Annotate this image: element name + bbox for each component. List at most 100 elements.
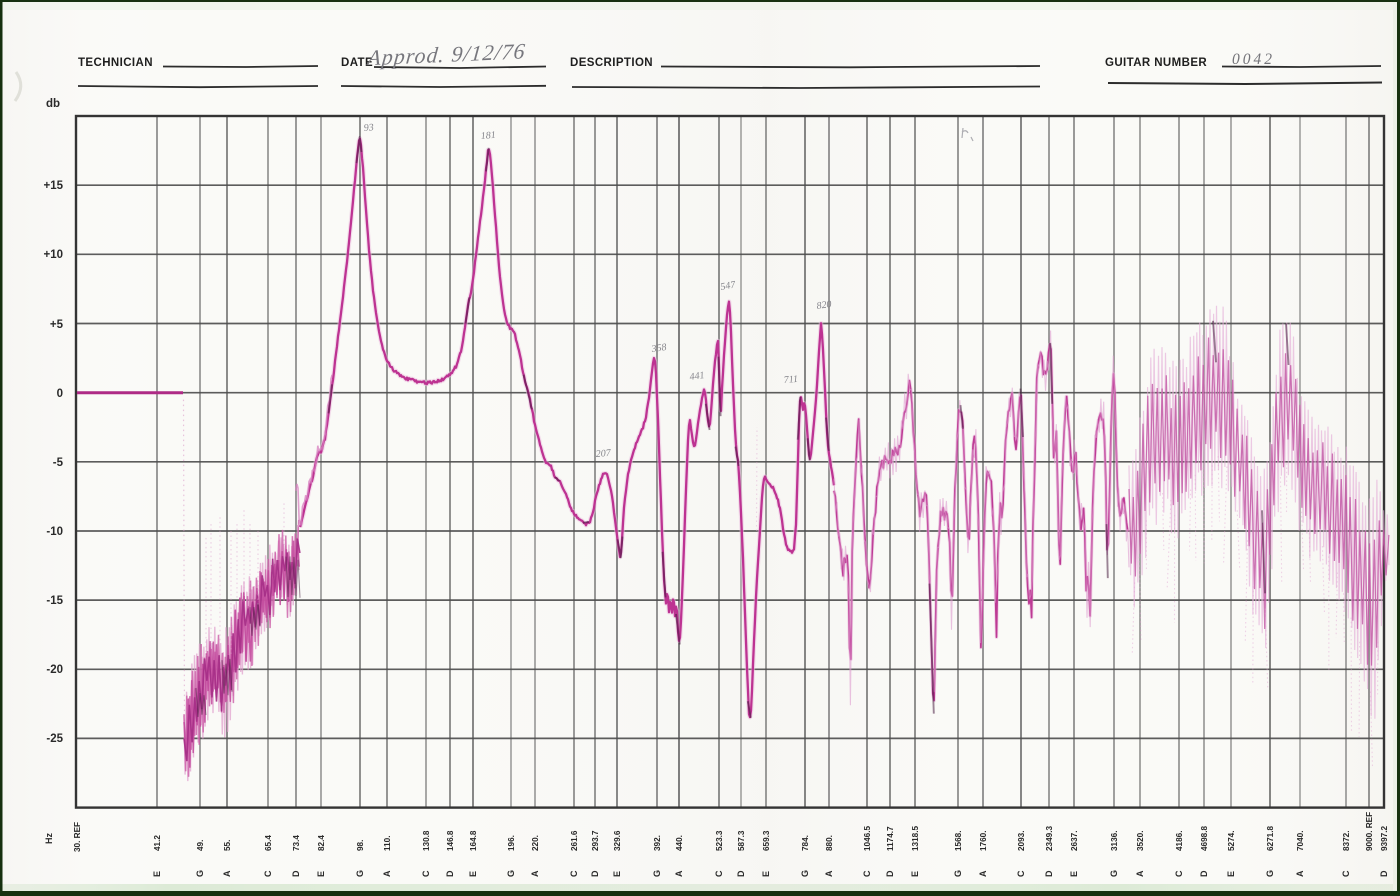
- svg-text:G: G: [355, 870, 365, 877]
- svg-text:G: G: [506, 870, 516, 877]
- svg-text:3136.: 3136.: [1110, 831, 1119, 852]
- svg-text:C: C: [263, 870, 273, 877]
- svg-text:C: C: [1341, 870, 1351, 877]
- svg-text:+15: +15: [43, 180, 63, 192]
- svg-text:D: D: [1199, 870, 1209, 877]
- svg-text:GUITAR NUMBER: GUITAR NUMBER: [1105, 57, 1207, 69]
- svg-text:98.: 98.: [356, 840, 365, 851]
- svg-text:547: 547: [720, 279, 738, 293]
- svg-text:7040.: 7040.: [1296, 831, 1305, 852]
- svg-text:E: E: [152, 871, 162, 877]
- svg-text:9397.2: 9397.2: [1380, 826, 1389, 851]
- svg-text:C: C: [1016, 870, 1026, 877]
- svg-text:8372.: 8372.: [1342, 831, 1351, 852]
- svg-text:73.4: 73.4: [292, 835, 301, 851]
- svg-text:1174.7: 1174.7: [886, 826, 895, 851]
- svg-text:181: 181: [480, 130, 496, 142]
- svg-text:G: G: [1265, 870, 1275, 877]
- svg-text:G: G: [652, 870, 662, 877]
- svg-text:A: A: [1135, 870, 1145, 877]
- svg-text:C: C: [1174, 870, 1184, 877]
- svg-text:196.: 196.: [507, 835, 516, 851]
- svg-text:D: D: [1044, 870, 1054, 877]
- svg-text:65.4: 65.4: [264, 835, 273, 851]
- svg-text:A: A: [222, 870, 232, 877]
- svg-text:D: D: [590, 870, 600, 877]
- svg-text:E: E: [1069, 871, 1079, 877]
- svg-text:880.: 880.: [825, 835, 834, 851]
- svg-text:C: C: [569, 870, 579, 877]
- svg-text:A: A: [382, 870, 392, 877]
- svg-text:D: D: [1379, 870, 1389, 877]
- svg-text:523.3: 523.3: [715, 830, 724, 851]
- svg-text:6271.8: 6271.8: [1266, 826, 1275, 851]
- svg-text:E: E: [1226, 871, 1236, 877]
- svg-text:4186.: 4186.: [1175, 831, 1184, 852]
- svg-text:207: 207: [595, 448, 612, 460]
- svg-text:441: 441: [689, 370, 705, 383]
- svg-text:2637.: 2637.: [1070, 831, 1079, 852]
- svg-text:C: C: [714, 870, 724, 877]
- svg-text:+5: +5: [50, 319, 64, 331]
- svg-text:130.8: 130.8: [422, 830, 431, 851]
- svg-text:G: G: [953, 870, 963, 877]
- svg-text:+10: +10: [43, 249, 63, 261]
- svg-text:2093.: 2093.: [1017, 831, 1026, 852]
- svg-text:110.: 110.: [383, 836, 392, 851]
- svg-text:1318.5: 1318.5: [911, 826, 920, 851]
- svg-text:82.4: 82.4: [317, 835, 326, 851]
- svg-text:-10: -10: [46, 526, 63, 538]
- svg-text:293.7: 293.7: [591, 830, 600, 851]
- svg-text:9000. REF: 9000. REF: [1365, 812, 1374, 851]
- svg-text:D: D: [736, 870, 746, 877]
- svg-text:DATE: DATE: [341, 57, 373, 69]
- svg-text:4698.8: 4698.8: [1200, 826, 1209, 851]
- svg-text:784.: 784.: [801, 835, 810, 851]
- svg-text:db: db: [46, 98, 60, 110]
- svg-text:-15: -15: [46, 595, 63, 607]
- svg-text:55.: 55.: [223, 840, 232, 851]
- svg-text:C: C: [421, 870, 431, 877]
- svg-text:1046.5: 1046.5: [863, 826, 872, 851]
- svg-text:93: 93: [363, 122, 374, 134]
- svg-text:-25: -25: [46, 733, 63, 745]
- svg-text:A: A: [978, 870, 988, 877]
- svg-text:G: G: [800, 870, 810, 877]
- svg-text:440.: 440.: [675, 835, 684, 851]
- svg-text:DESCRIPTION: DESCRIPTION: [570, 57, 653, 69]
- svg-text:D: D: [291, 870, 301, 877]
- svg-text:587.3: 587.3: [737, 830, 746, 851]
- svg-text:1760.: 1760.: [979, 831, 988, 852]
- svg-text:392.: 392.: [653, 835, 662, 851]
- svg-text:2349.3: 2349.3: [1045, 826, 1054, 851]
- svg-text:E: E: [468, 871, 478, 877]
- svg-text:659.3: 659.3: [762, 830, 771, 851]
- svg-text:0: 0: [57, 388, 63, 400]
- svg-text:-20: -20: [46, 664, 63, 676]
- svg-text:41.2: 41.2: [153, 835, 162, 851]
- svg-text:1568.: 1568.: [954, 831, 963, 852]
- svg-text:A: A: [674, 870, 684, 877]
- svg-text:164.8: 164.8: [469, 830, 478, 851]
- svg-text:5274.: 5274.: [1227, 831, 1236, 852]
- svg-text:D: D: [445, 870, 455, 877]
- svg-text:E: E: [316, 871, 326, 877]
- svg-text:220.: 220.: [531, 835, 540, 851]
- svg-text:TECHNICIAN: TECHNICIAN: [78, 57, 153, 69]
- svg-text:0042: 0042: [1232, 51, 1275, 68]
- svg-text:Hz: Hz: [44, 833, 54, 844]
- svg-text:30. REF: 30. REF: [73, 822, 82, 852]
- svg-text:146.8: 146.8: [446, 830, 455, 851]
- svg-text:C: C: [862, 870, 872, 877]
- svg-text:358: 358: [650, 342, 667, 355]
- svg-text:A: A: [1295, 870, 1305, 877]
- svg-text:329.6: 329.6: [613, 830, 622, 851]
- svg-text:49.: 49.: [196, 840, 205, 851]
- svg-text:E: E: [612, 871, 622, 877]
- svg-text:E: E: [910, 871, 920, 877]
- svg-text:G: G: [195, 870, 205, 877]
- svg-text:820: 820: [816, 299, 832, 312]
- svg-text:A: A: [824, 870, 834, 877]
- svg-text:3520.: 3520.: [1136, 831, 1145, 852]
- svg-text:-5: -5: [53, 457, 64, 469]
